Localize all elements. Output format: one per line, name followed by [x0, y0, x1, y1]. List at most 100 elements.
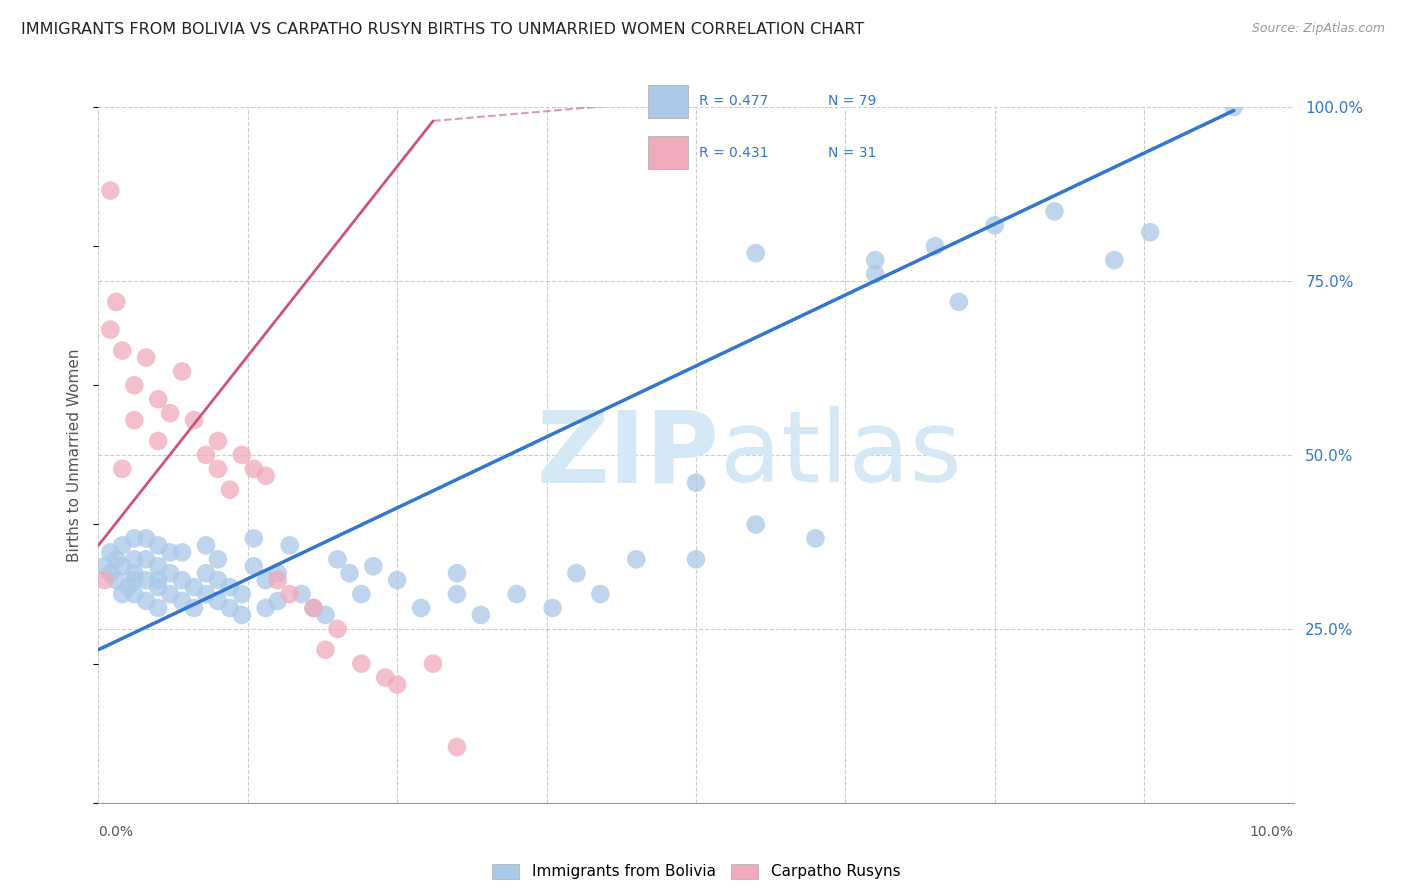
Point — [745, 246, 768, 260]
Point — [207, 434, 229, 448]
Point — [865, 267, 887, 281]
Point — [411, 601, 433, 615]
Point — [124, 587, 146, 601]
Point — [924, 239, 946, 253]
Point — [111, 559, 134, 574]
Text: N = 31: N = 31 — [828, 145, 876, 160]
Point — [195, 538, 218, 552]
Point — [254, 468, 277, 483]
Text: ZIP: ZIP — [537, 407, 720, 503]
Point — [100, 184, 122, 198]
Text: N = 79: N = 79 — [828, 95, 876, 109]
Point — [100, 566, 122, 581]
Point — [254, 573, 277, 587]
Point — [135, 594, 157, 608]
Point — [105, 294, 128, 309]
Point — [243, 532, 266, 546]
Point — [148, 573, 170, 587]
Text: R = 0.477: R = 0.477 — [699, 95, 768, 109]
Point — [350, 657, 373, 671]
Point — [135, 552, 157, 566]
Point — [159, 545, 181, 559]
Point — [267, 566, 290, 581]
Point — [231, 448, 253, 462]
Point — [148, 559, 170, 574]
Point — [105, 573, 128, 587]
Point — [231, 607, 253, 622]
Point — [446, 740, 468, 755]
Point — [685, 552, 707, 566]
Point — [195, 566, 218, 581]
Point — [267, 573, 290, 587]
Point — [172, 573, 194, 587]
Point — [183, 413, 205, 427]
Point — [111, 587, 134, 601]
Point — [148, 580, 170, 594]
Point — [207, 552, 229, 566]
Text: 10.0%: 10.0% — [1250, 825, 1294, 839]
Text: 0.0%: 0.0% — [98, 825, 134, 839]
Point — [159, 587, 181, 601]
Point — [1043, 204, 1066, 219]
Point — [302, 601, 325, 615]
Point — [135, 351, 157, 365]
Point — [195, 587, 218, 601]
Point — [124, 413, 146, 427]
Point — [93, 573, 115, 587]
Point — [278, 587, 301, 601]
Point — [207, 594, 229, 608]
Point — [745, 517, 768, 532]
Point — [254, 601, 277, 615]
Point — [984, 219, 1007, 233]
Point — [446, 587, 468, 601]
Point — [111, 538, 134, 552]
Bar — [648, 85, 688, 119]
Legend: Immigrants from Bolivia, Carpatho Rusyns: Immigrants from Bolivia, Carpatho Rusyns — [485, 857, 907, 886]
Point — [100, 323, 122, 337]
Point — [231, 587, 253, 601]
Point — [124, 573, 146, 587]
Point — [363, 559, 385, 574]
Point — [135, 573, 157, 587]
Point — [195, 448, 218, 462]
Point — [267, 594, 290, 608]
Point — [183, 580, 205, 594]
Point — [385, 677, 409, 691]
Point — [219, 483, 242, 497]
Point — [100, 545, 122, 559]
Bar — [648, 136, 688, 169]
Point — [124, 532, 146, 546]
Point — [124, 552, 146, 566]
Point — [1104, 253, 1126, 268]
Point — [374, 671, 396, 685]
Point — [291, 587, 314, 601]
Point — [326, 622, 349, 636]
Text: R = 0.431: R = 0.431 — [699, 145, 768, 160]
Point — [350, 587, 373, 601]
Point — [124, 378, 146, 392]
Point — [111, 462, 134, 476]
Point — [207, 462, 229, 476]
Point — [315, 642, 337, 657]
Point — [148, 538, 170, 552]
Point — [183, 601, 205, 615]
Point — [865, 253, 887, 268]
Point — [1223, 100, 1246, 114]
Text: Source: ZipAtlas.com: Source: ZipAtlas.com — [1251, 22, 1385, 36]
Point — [326, 552, 349, 566]
Point — [589, 587, 612, 601]
Point — [105, 552, 128, 566]
Point — [111, 343, 134, 358]
Point — [948, 294, 970, 309]
Point — [172, 364, 194, 378]
Point — [219, 601, 242, 615]
Point — [93, 559, 115, 574]
Point — [207, 573, 229, 587]
Point — [315, 607, 337, 622]
Point — [506, 587, 529, 601]
Y-axis label: Births to Unmarried Women: Births to Unmarried Women — [67, 348, 83, 562]
Point — [804, 532, 827, 546]
Point — [117, 580, 139, 594]
Point — [470, 607, 492, 622]
Point — [219, 580, 242, 594]
